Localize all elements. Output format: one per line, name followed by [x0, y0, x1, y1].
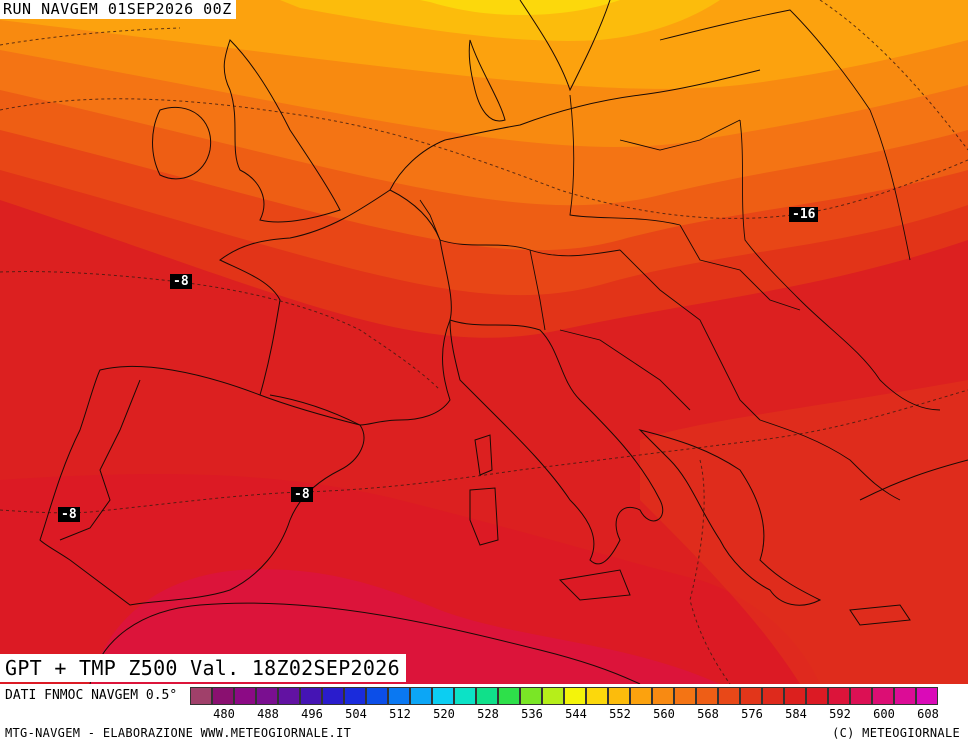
- colorbar-swatch: [190, 687, 212, 705]
- colorbar-swatch: [894, 687, 916, 705]
- colorbar-swatch: [542, 687, 564, 705]
- colorbar-swatch: [564, 687, 586, 705]
- temperature-label: -8: [291, 487, 313, 502]
- isotherms: [0, 0, 968, 684]
- colorbar-swatch: [872, 687, 894, 705]
- colorbar-swatch: [674, 687, 696, 705]
- colorbar-tick-label: 560: [653, 707, 675, 721]
- colorbar-swatch: [520, 687, 542, 705]
- run-title: RUN NAVGEM 01SEP2026 00Z: [0, 0, 236, 19]
- colorbar-swatch: [586, 687, 608, 705]
- colorbar-tick-label: 568: [697, 707, 719, 721]
- colorbar-swatch: [476, 687, 498, 705]
- colorbar-swatch: [784, 687, 806, 705]
- colorbar: [190, 687, 938, 705]
- colorbar-swatch: [498, 687, 520, 705]
- temperature-label: -8: [58, 507, 80, 522]
- colorbar-tick-label: 520: [433, 707, 455, 721]
- weather-map: [0, 0, 968, 684]
- colorbar-swatch: [278, 687, 300, 705]
- colorbar-swatch: [366, 687, 388, 705]
- colorbar-swatch: [256, 687, 278, 705]
- colorbar-swatch: [806, 687, 828, 705]
- temperature-label: -8: [170, 274, 192, 289]
- colorbar-tick-label: 488: [257, 707, 279, 721]
- colorbar-swatch: [234, 687, 256, 705]
- coastlines: [39, 0, 968, 684]
- colorbar-tick-label: 544: [565, 707, 587, 721]
- colorbar-swatch: [718, 687, 740, 705]
- footer-copyright: (C) METEOGIORNALE: [832, 726, 960, 740]
- colorbar-swatch: [344, 687, 366, 705]
- geopotential-fill: [0, 0, 968, 684]
- colorbar-swatch: [828, 687, 850, 705]
- colorbar-tick-label: 528: [477, 707, 499, 721]
- colorbar-swatch: [432, 687, 454, 705]
- colorbar-swatch: [762, 687, 784, 705]
- colorbar-tick-label: 512: [389, 707, 411, 721]
- colorbar-tick-label: 600: [873, 707, 895, 721]
- colorbar-swatch: [322, 687, 344, 705]
- colorbar-tick-label: 592: [829, 707, 851, 721]
- colorbar-swatch: [388, 687, 410, 705]
- map-title: GPT + TMP Z500 Val. 18Z02SEP2026: [0, 654, 406, 682]
- legend-source: DATI FNMOC NAVGEM 0.5°: [5, 688, 178, 703]
- colorbar-tick-label: 608: [917, 707, 939, 721]
- colorbar-swatch: [300, 687, 322, 705]
- colorbar-tick-label: 584: [785, 707, 807, 721]
- temperature-label: -16: [789, 207, 819, 222]
- colorbar-swatch: [916, 687, 938, 705]
- colorbar-swatch: [630, 687, 652, 705]
- colorbar-swatch: [740, 687, 762, 705]
- colorbar-swatch: [850, 687, 872, 705]
- colorbar-swatch: [608, 687, 630, 705]
- colorbar-swatch: [652, 687, 674, 705]
- colorbar-tick-label: 504: [345, 707, 367, 721]
- colorbar-swatch: [212, 687, 234, 705]
- colorbar-swatch: [410, 687, 432, 705]
- colorbar-tick-label: 496: [301, 707, 323, 721]
- colorbar-tick-label: 536: [521, 707, 543, 721]
- colorbar-tick-label: 480: [213, 707, 235, 721]
- country-borders: [269, 9, 941, 501]
- footer-credit: MTG-NAVGEM - ELABORAZIONE WWW.METEOGIORN…: [5, 726, 352, 740]
- colorbar-swatch: [696, 687, 718, 705]
- colorbar-tick-label: 552: [609, 707, 631, 721]
- colorbar-swatch: [454, 687, 476, 705]
- colorbar-tick-label: 576: [741, 707, 763, 721]
